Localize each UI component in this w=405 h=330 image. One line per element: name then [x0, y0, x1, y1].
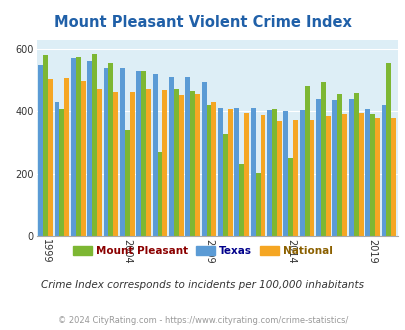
- Bar: [364, 109, 369, 236]
- Bar: [48, 79, 53, 236]
- Bar: [309, 120, 314, 236]
- Bar: [152, 74, 157, 236]
- Bar: [113, 92, 118, 236]
- Bar: [141, 71, 146, 236]
- Bar: [43, 54, 48, 236]
- Bar: [217, 108, 222, 236]
- Bar: [255, 173, 260, 236]
- Bar: [337, 94, 341, 236]
- Bar: [64, 78, 69, 236]
- Bar: [185, 77, 190, 236]
- Bar: [260, 115, 265, 236]
- Bar: [283, 111, 288, 236]
- Bar: [386, 63, 390, 236]
- Bar: [369, 115, 374, 236]
- Bar: [92, 54, 97, 236]
- Bar: [173, 89, 178, 236]
- Bar: [374, 118, 379, 236]
- Bar: [325, 116, 330, 236]
- Bar: [353, 93, 358, 236]
- Bar: [211, 102, 216, 236]
- Bar: [239, 164, 243, 236]
- Text: © 2024 CityRating.com - https://www.cityrating.com/crime-statistics/: © 2024 CityRating.com - https://www.city…: [58, 316, 347, 325]
- Bar: [195, 94, 200, 236]
- Bar: [304, 86, 309, 236]
- Bar: [292, 120, 297, 236]
- Bar: [266, 110, 271, 236]
- Bar: [130, 92, 134, 236]
- Bar: [234, 108, 239, 236]
- Bar: [332, 100, 337, 236]
- Bar: [390, 118, 395, 236]
- Text: Crime Index corresponds to incidents per 100,000 inhabitants: Crime Index corresponds to incidents per…: [41, 280, 364, 290]
- Bar: [201, 82, 206, 236]
- Bar: [54, 102, 59, 236]
- Bar: [288, 158, 292, 236]
- Bar: [271, 109, 276, 236]
- Bar: [358, 113, 362, 236]
- Text: Mount Pleasant Violent Crime Index: Mount Pleasant Violent Crime Index: [54, 15, 351, 30]
- Bar: [381, 105, 386, 236]
- Bar: [108, 63, 113, 236]
- Bar: [81, 82, 85, 236]
- Bar: [168, 77, 173, 236]
- Bar: [124, 130, 130, 236]
- Bar: [59, 110, 64, 236]
- Bar: [162, 90, 167, 236]
- Bar: [97, 89, 102, 236]
- Bar: [190, 91, 195, 236]
- Legend: Mount Pleasant, Texas, National: Mount Pleasant, Texas, National: [68, 242, 337, 260]
- Bar: [243, 114, 249, 236]
- Bar: [178, 95, 183, 236]
- Bar: [348, 99, 353, 236]
- Bar: [71, 58, 76, 236]
- Bar: [222, 134, 227, 236]
- Bar: [146, 89, 151, 236]
- Bar: [341, 114, 346, 236]
- Bar: [250, 108, 255, 236]
- Bar: [38, 65, 43, 236]
- Bar: [76, 57, 81, 236]
- Bar: [276, 121, 281, 236]
- Bar: [103, 68, 108, 236]
- Bar: [206, 105, 211, 236]
- Bar: [227, 109, 232, 236]
- Bar: [87, 61, 92, 236]
- Bar: [299, 110, 304, 236]
- Bar: [136, 71, 141, 236]
- Bar: [315, 99, 320, 236]
- Bar: [320, 82, 325, 236]
- Bar: [157, 152, 162, 236]
- Bar: [119, 68, 124, 236]
